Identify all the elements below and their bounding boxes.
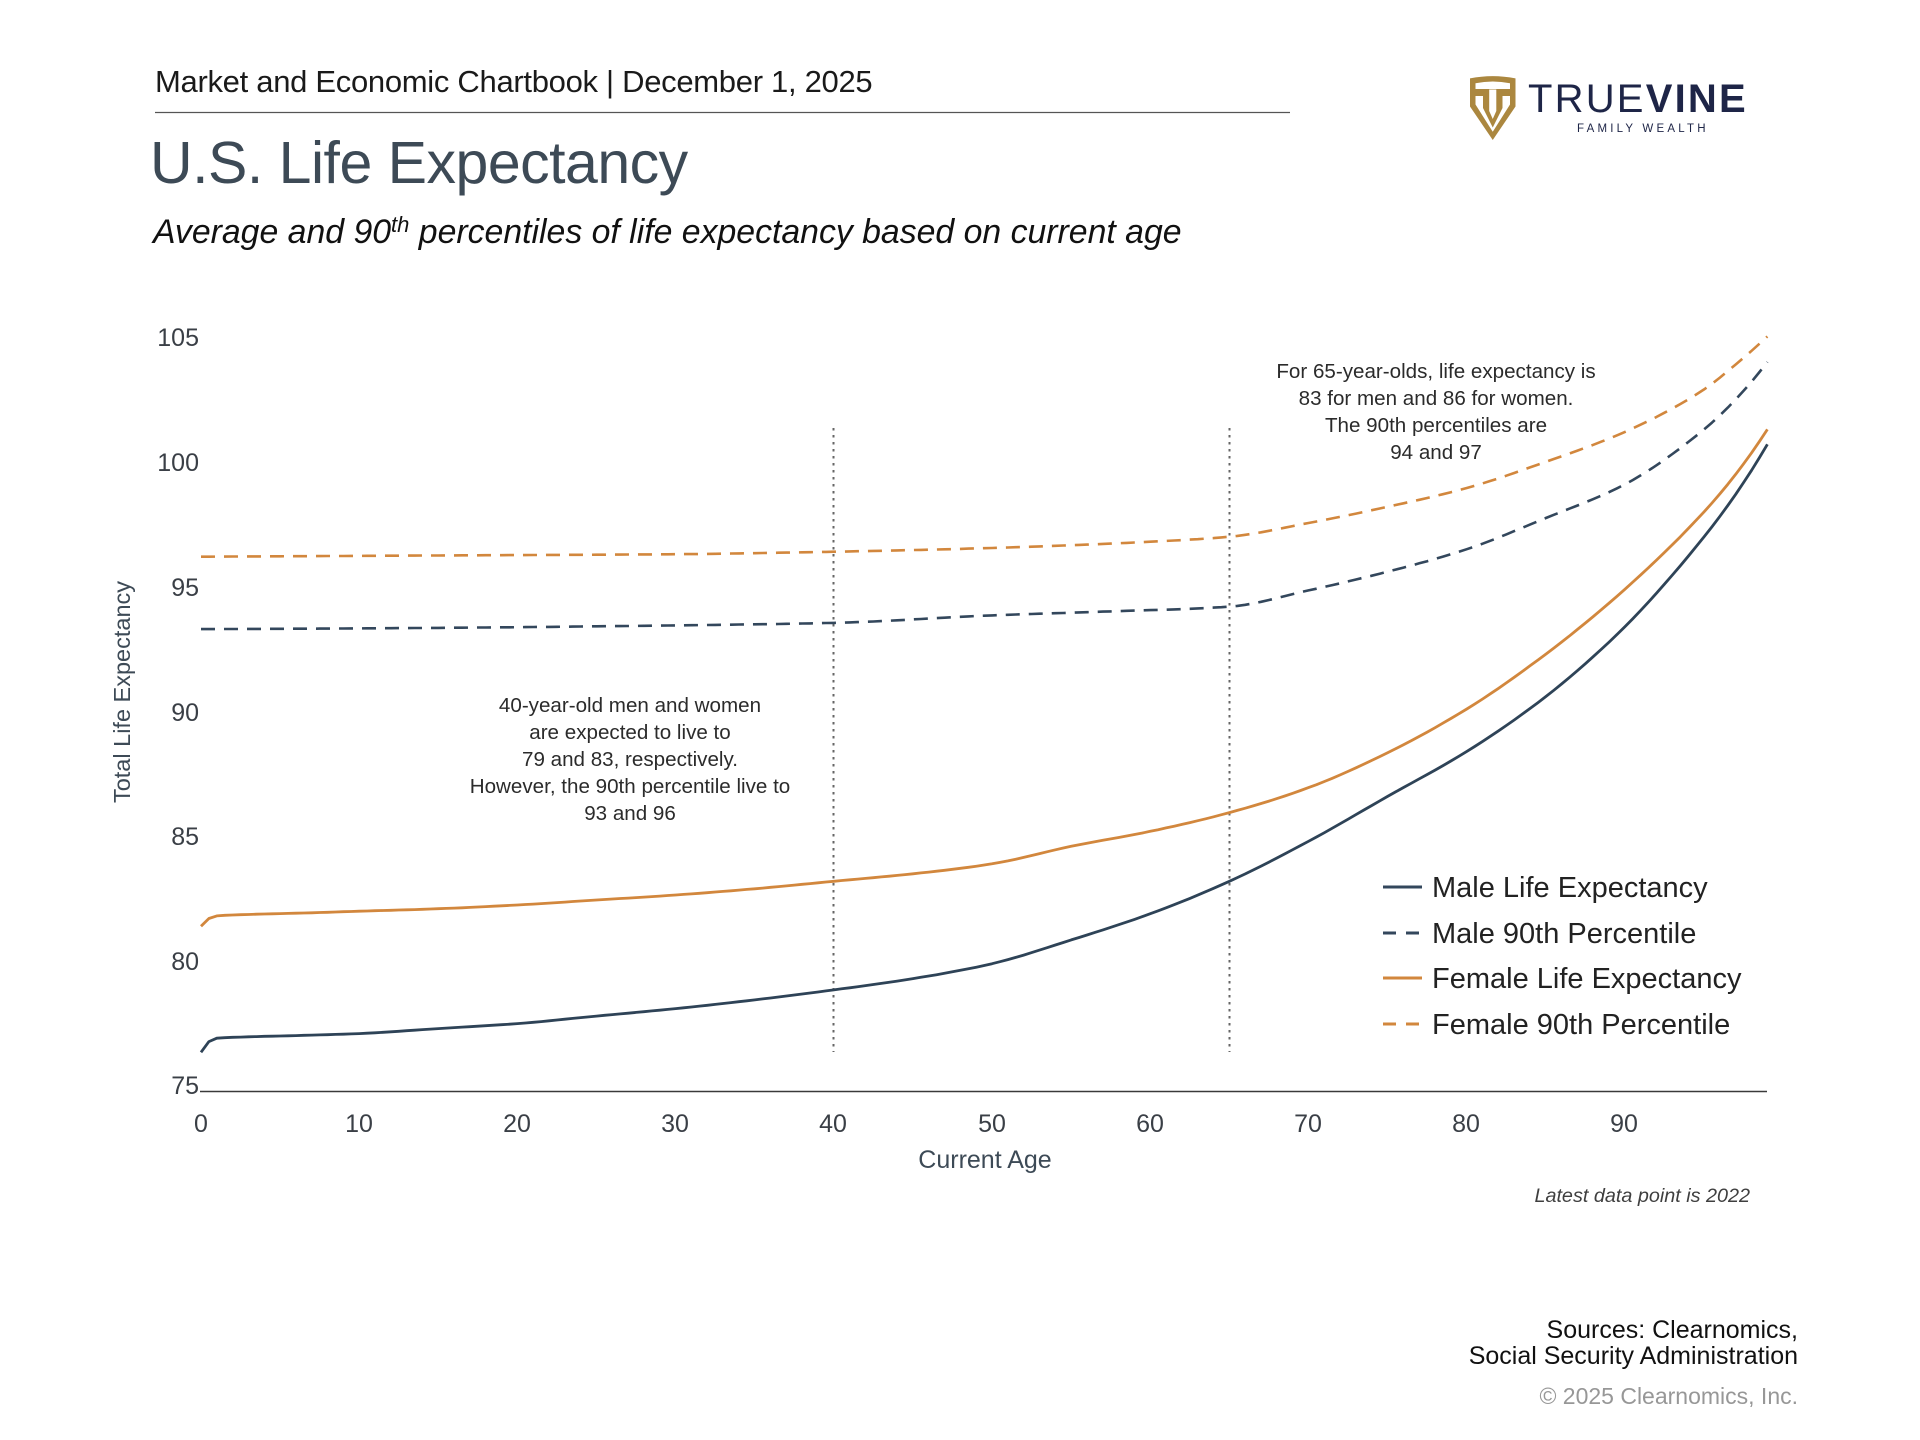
svg-text:FAMILY WEALTH: FAMILY WEALTH bbox=[1577, 123, 1709, 135]
svg-text:Total Life Expectancy: Total Life Expectancy bbox=[109, 581, 135, 803]
svg-text:93 and 96: 93 and 96 bbox=[584, 802, 676, 825]
svg-text:40: 40 bbox=[819, 1110, 847, 1138]
svg-text:U.S. Life Expectancy: U.S. Life Expectancy bbox=[150, 130, 689, 196]
svg-text:Male 90th Percentile: Male 90th Percentile bbox=[1432, 918, 1696, 950]
svg-text:90: 90 bbox=[171, 699, 199, 727]
svg-text:Male Life Expectancy: Male Life Expectancy bbox=[1432, 872, 1708, 904]
svg-text:are expected to live to: are expected to live to bbox=[529, 721, 730, 744]
svg-text:70: 70 bbox=[1294, 1110, 1322, 1138]
svg-text:However, the 90th percentile l: However, the 90th percentile live to bbox=[470, 775, 791, 798]
svg-text:Female Life Expectancy: Female Life Expectancy bbox=[1432, 963, 1742, 995]
svg-text:20: 20 bbox=[503, 1110, 531, 1138]
svg-text:94 and 97: 94 and 97 bbox=[1390, 441, 1482, 464]
svg-text:TRUEVINE: TRUEVINE bbox=[1528, 77, 1748, 121]
svg-text:0: 0 bbox=[194, 1110, 208, 1138]
svg-text:50: 50 bbox=[978, 1110, 1006, 1138]
svg-text:80: 80 bbox=[171, 948, 199, 976]
svg-text:60: 60 bbox=[1136, 1110, 1164, 1138]
svg-text:75: 75 bbox=[171, 1072, 199, 1100]
svg-text:© 2025 Clearnomics, Inc.: © 2025 Clearnomics, Inc. bbox=[1539, 1383, 1798, 1409]
svg-text:105: 105 bbox=[157, 324, 199, 352]
svg-text:Average and 90th percentiles o: Average and 90th percentiles of life exp… bbox=[151, 212, 1182, 251]
svg-text:30: 30 bbox=[661, 1110, 689, 1138]
svg-text:Social Security Administration: Social Security Administration bbox=[1469, 1342, 1798, 1370]
svg-text:The 90th percentiles are: The 90th percentiles are bbox=[1325, 414, 1547, 437]
svg-text:Current Age: Current Age bbox=[918, 1146, 1051, 1174]
svg-text:83 for men and 86 for women.: 83 for men and 86 for women. bbox=[1299, 387, 1574, 410]
svg-text:90: 90 bbox=[1610, 1110, 1638, 1138]
svg-text:85: 85 bbox=[171, 823, 199, 851]
svg-text:79 and 83, respectively.: 79 and 83, respectively. bbox=[522, 748, 738, 771]
svg-text:Sources: Clearnomics,: Sources: Clearnomics, bbox=[1547, 1316, 1798, 1344]
svg-text:Latest data point is 2022: Latest data point is 2022 bbox=[1534, 1185, 1750, 1207]
svg-text:40-year-old men and women: 40-year-old men and women bbox=[499, 694, 761, 717]
svg-text:For 65-year-olds, life expecta: For 65-year-olds, life expectancy is bbox=[1276, 360, 1595, 383]
svg-text:Market and Economic Chartbook: Market and Economic Chartbook | December… bbox=[155, 64, 872, 99]
svg-text:10: 10 bbox=[345, 1110, 373, 1138]
svg-text:100: 100 bbox=[157, 449, 199, 477]
svg-text:95: 95 bbox=[171, 574, 199, 602]
svg-text:80: 80 bbox=[1452, 1110, 1480, 1138]
svg-text:Female 90th Percentile: Female 90th Percentile bbox=[1432, 1009, 1730, 1041]
